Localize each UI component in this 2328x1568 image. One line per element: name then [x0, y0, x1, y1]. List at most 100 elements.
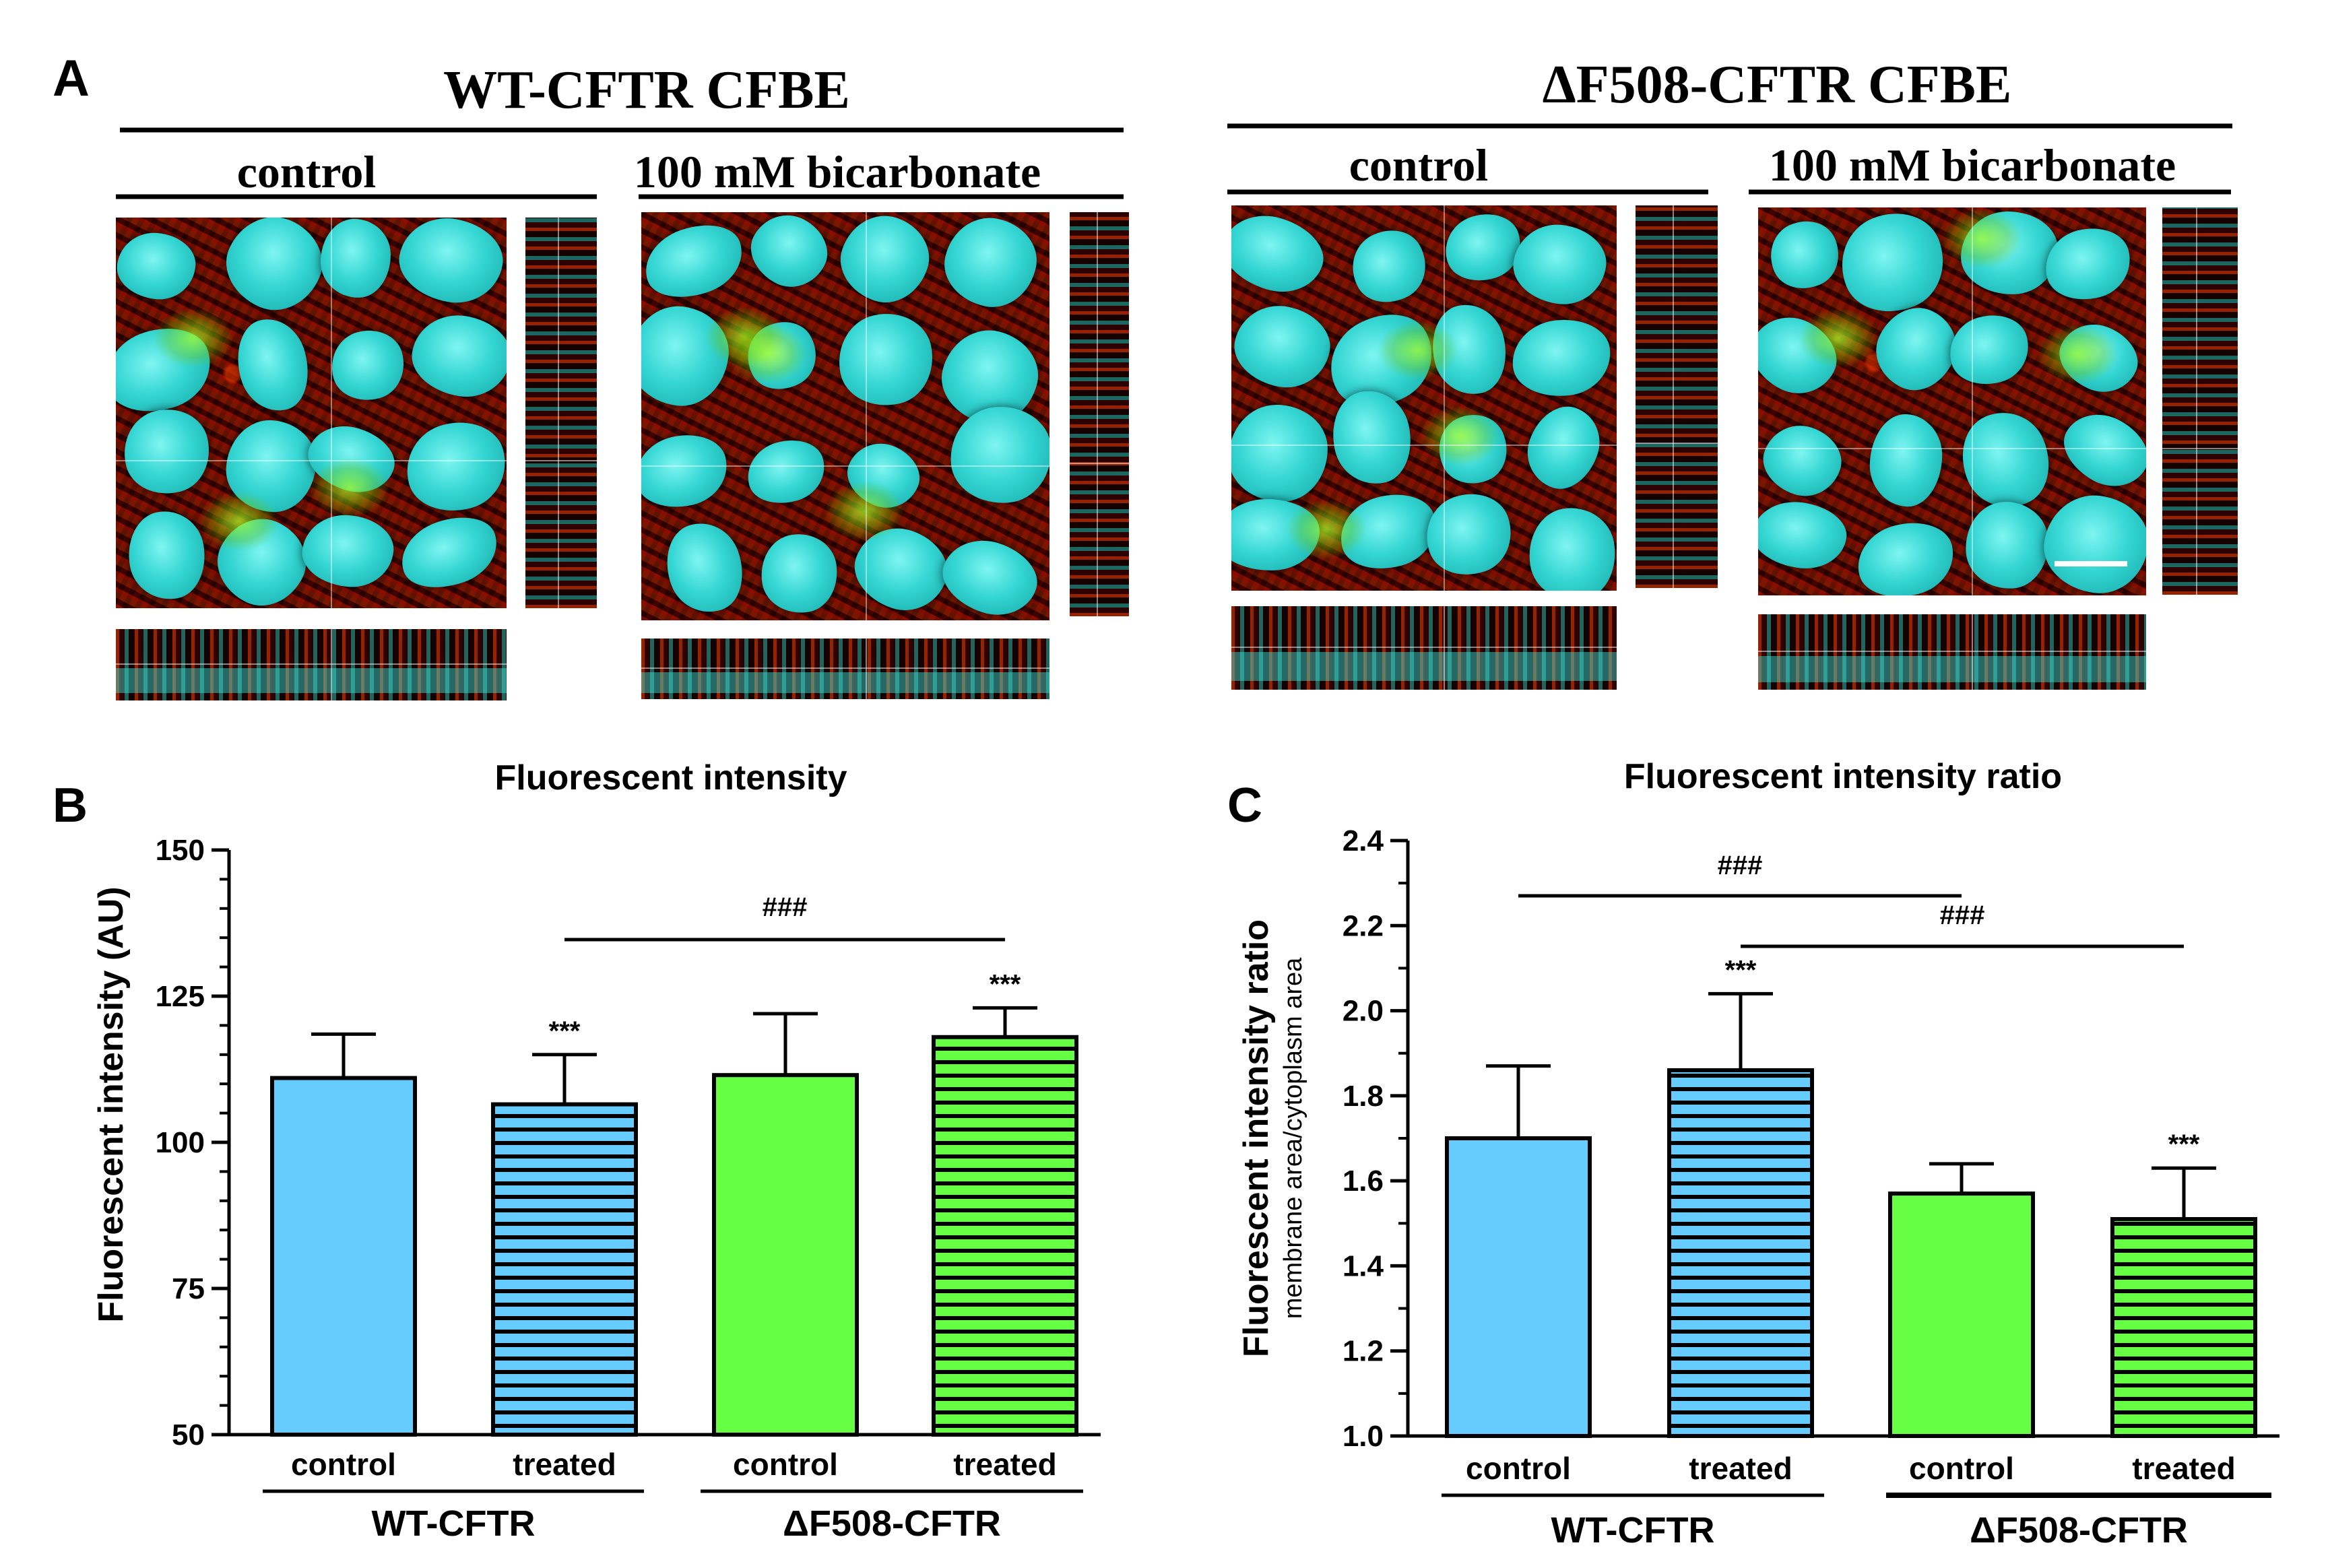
panel-b-letter: B: [53, 779, 88, 832]
nuclear-band: [1758, 656, 2146, 682]
x-category-label: treated: [513, 1447, 616, 1482]
crosshair-horizontal: [1231, 445, 1617, 446]
y-tick-label: 2.0: [1343, 995, 1384, 1028]
crosshair-vertical: [1444, 606, 1445, 690]
cftr-signal: [309, 457, 390, 518]
nucleus: [641, 213, 752, 310]
crosshair-horizontal: [1070, 463, 1129, 464]
x-category-label: treated: [1689, 1451, 1792, 1486]
cftr-signal: [1941, 207, 2022, 269]
significance-marker: ***: [990, 969, 1021, 999]
crosshair-vertical: [1097, 212, 1098, 616]
crosshair-vertical: [866, 639, 867, 699]
y-tick-label: 1.0: [1343, 1420, 1384, 1453]
crosshair-horizontal: [641, 465, 1049, 467]
nucleus: [116, 399, 219, 503]
wt-control-xz-section: [116, 629, 507, 700]
wt-treated-image: [641, 212, 1049, 620]
nucleus: [1339, 218, 1439, 315]
y-tick-label: 2.4: [1343, 824, 1384, 857]
bar-treated: [932, 1035, 1078, 1437]
crosshair-horizontal: [116, 460, 507, 461]
cftr-signal: [1378, 320, 1459, 381]
nucleus: [1231, 298, 1337, 395]
crosshair-horizontal: [1231, 647, 1617, 648]
cftr-signal: [1285, 499, 1367, 560]
nucleus: [934, 529, 1047, 620]
comparison-label: ###: [1718, 851, 1763, 880]
wt-treated-yz-section: [1070, 212, 1129, 616]
nuclear-band: [116, 668, 507, 693]
nucleus: [300, 512, 396, 590]
panel-c-title: Fluorescent intensity ratio: [1624, 757, 2062, 796]
bar-control: [1445, 1136, 1592, 1438]
crosshair-horizontal: [116, 663, 507, 665]
nucleus: [755, 529, 843, 619]
nucleus: [739, 212, 839, 300]
nucleus: [1962, 498, 2052, 591]
y-tick-label: 150: [156, 834, 205, 867]
nucleus: [2052, 401, 2146, 500]
comparison-label: ###: [763, 892, 808, 922]
crosshair-vertical: [331, 218, 332, 608]
crosshair-vertical: [1673, 205, 1674, 588]
nuclear-band: [641, 672, 1049, 693]
nucleus: [392, 506, 507, 600]
wt-control-image: [116, 218, 507, 608]
df508-treated-xz-section: [1758, 614, 2146, 690]
df508-cfbe-title: ΔF508-CFTR CFBE: [1543, 55, 2012, 115]
nucleus: [406, 308, 507, 403]
y-tick-label: 1.4: [1343, 1249, 1384, 1282]
wt-treated-label: 100 mM bicarbonate: [634, 146, 1041, 197]
cftr-signal: [1798, 308, 1879, 369]
x-category-label: control: [291, 1447, 396, 1482]
y-tick-label: 1.8: [1343, 1080, 1384, 1113]
panel-b-title: Fluorescent intensity: [495, 758, 847, 797]
group-label: ΔF508-CFTR: [1970, 1510, 2188, 1550]
panel-b-chart: B Fluorescent intensity Fluorescent inte…: [53, 758, 1101, 1544]
crosshair-vertical: [331, 629, 332, 700]
nucleus: [1758, 416, 1850, 506]
bar-control: [270, 1076, 417, 1437]
panel-c-chart: C Fluorescent intensity ratio Fluorescen…: [1227, 757, 2280, 1550]
nucleus: [1509, 220, 1611, 310]
x-category-label: control: [733, 1447, 838, 1482]
nucleus: [396, 412, 507, 522]
panel-c-y-axis-label: Fluorescent intensity ratio: [1237, 919, 1276, 1357]
x-category-label: control: [1466, 1451, 1571, 1486]
nucleus: [1508, 314, 1615, 402]
nucleus: [1758, 496, 1850, 574]
df508-control-xz-section: [1231, 606, 1617, 690]
comparison-label: ###: [1940, 901, 1985, 930]
group-label: WT-CFTR: [372, 1503, 536, 1544]
nucleus: [937, 212, 1044, 315]
cftr-signal: [152, 308, 234, 369]
crosshair-vertical: [558, 218, 559, 608]
nucleus: [212, 218, 335, 324]
nucleus: [740, 431, 833, 513]
y-tick-label: 2.2: [1343, 909, 1384, 942]
df508-control-yz-section: [1636, 205, 1718, 588]
y-tick-label: 100: [156, 1126, 205, 1159]
cftr-signal: [726, 323, 808, 384]
nuclear-band: [1231, 652, 1617, 681]
bar-control: [1888, 1191, 2035, 1438]
crosshair-horizontal: [2162, 448, 2238, 449]
cftr-signal: [823, 481, 905, 542]
nucleus: [1415, 482, 1523, 587]
significance-marker: ***: [1725, 955, 1757, 985]
nucleus: [830, 212, 940, 314]
wt-control-yz-section: [525, 218, 597, 608]
crosshair-vertical: [866, 212, 867, 620]
panel-a-letter: A: [53, 50, 90, 107]
nucleus: [1850, 513, 1962, 595]
y-tick-label: 125: [156, 980, 205, 1013]
nucleus: [946, 402, 1049, 508]
panel-b-y-axis-label: Fluorescent intensity (AU): [92, 886, 131, 1322]
crosshair-horizontal: [1636, 443, 1718, 444]
y-tick-label: 50: [172, 1418, 205, 1451]
bar-treated: [1667, 1068, 1814, 1438]
nucleus: [1941, 306, 2036, 393]
group-label: WT-CFTR: [1551, 1510, 1715, 1550]
